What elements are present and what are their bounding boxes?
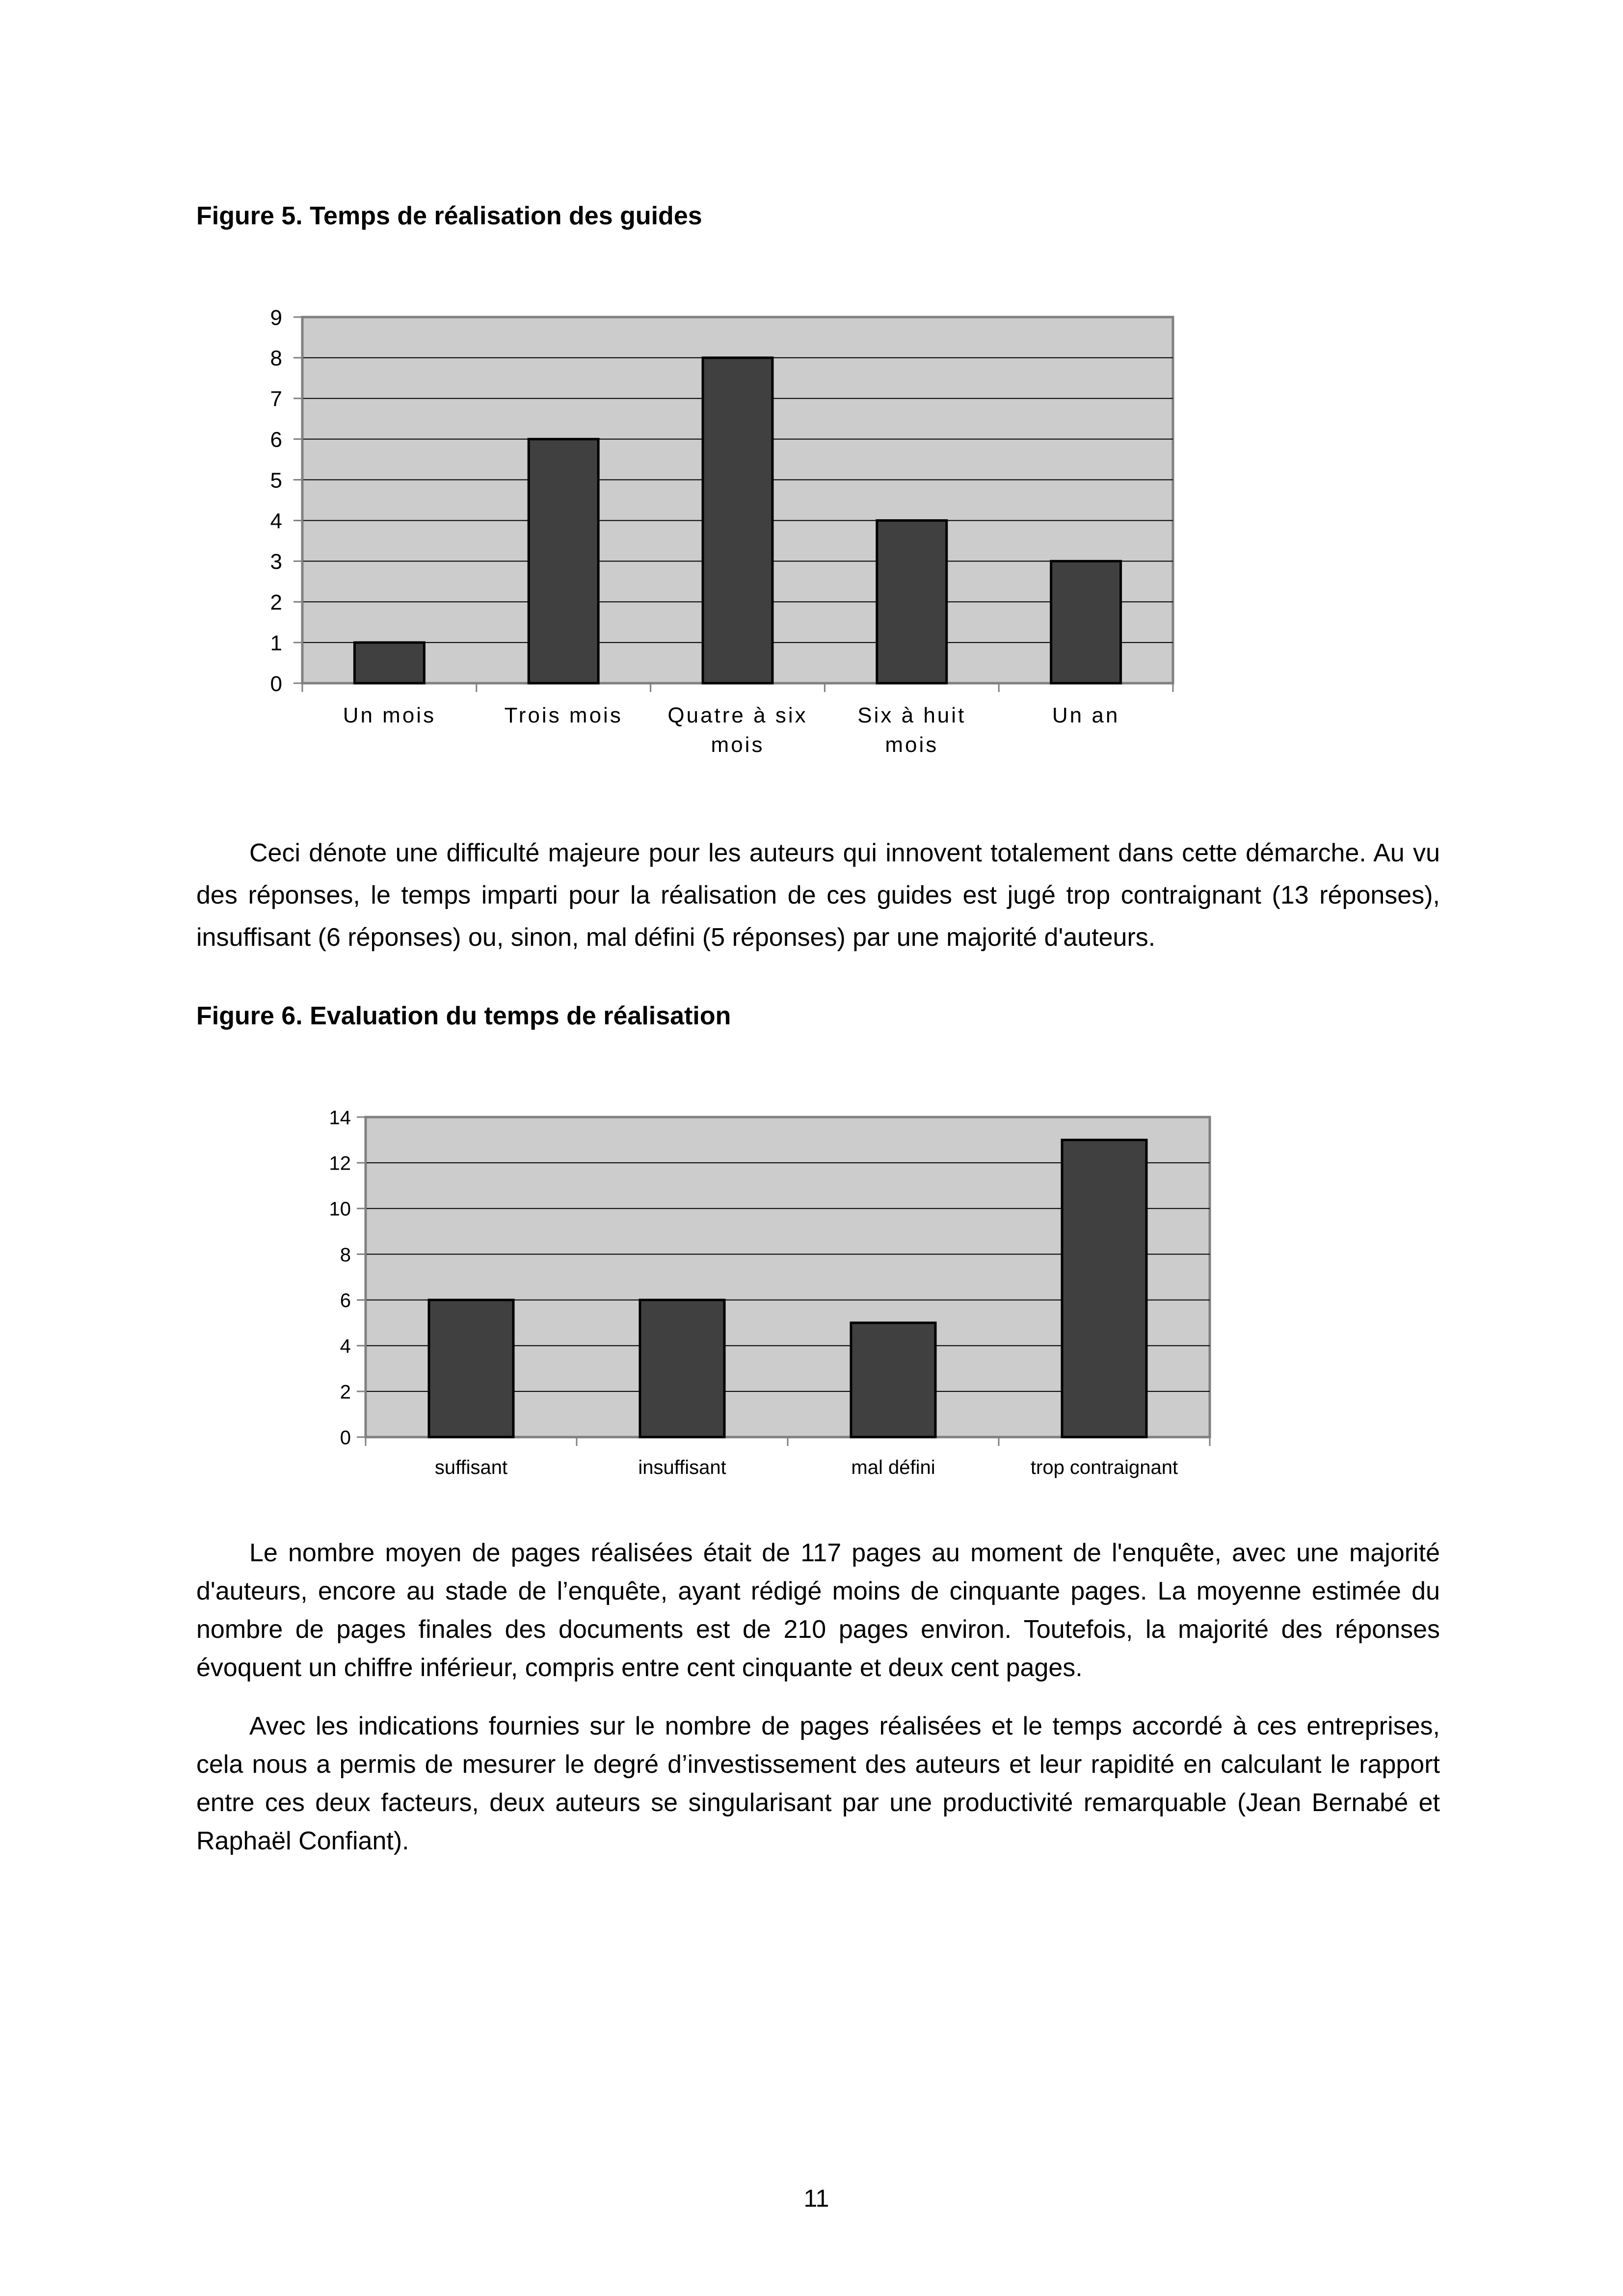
bar-Un-an <box>1050 560 1122 685</box>
paragraph-2: Le nombre moyen de pages réalisées était… <box>196 1539 1440 1682</box>
bar-Trois-mois <box>527 438 600 685</box>
y-tick-label: 0 <box>270 672 282 696</box>
y-tick-label: 4 <box>270 509 282 533</box>
y-tick-label: 10 <box>329 1199 351 1220</box>
x-tick-label: mois <box>711 733 765 757</box>
y-tick-label: 14 <box>329 1107 351 1128</box>
paragraph-3: Avec les indications fournies sur le nom… <box>196 1712 1440 1855</box>
x-tick-label: trop contraignant <box>1031 1457 1178 1478</box>
y-tick-label: 8 <box>340 1244 351 1266</box>
bar-Un-mois <box>353 641 426 685</box>
y-tick-label: 6 <box>270 428 282 452</box>
x-tick-label: Six à huit <box>857 703 966 727</box>
bar-suffisant <box>427 1299 515 1439</box>
y-tick-label: 7 <box>270 387 282 411</box>
figure-6-title: Figure 6. Evaluation du temps de réalisa… <box>196 1002 731 1030</box>
x-tick-label: mois <box>885 733 938 757</box>
paragraph-1: Ceci dénote une difficulté majeure pour … <box>196 839 1440 952</box>
x-tick-label: Un mois <box>343 703 436 727</box>
bar-trop-contraignant <box>1061 1139 1148 1439</box>
x-tick-label: Trois mois <box>505 703 623 727</box>
y-tick-label: 0 <box>340 1427 351 1448</box>
y-tick-label: 1 <box>270 631 282 655</box>
bar-Six-à-huit-mois <box>876 519 948 685</box>
y-tick-label: 5 <box>270 468 282 492</box>
y-tick-label: 2 <box>340 1381 351 1403</box>
y-tick-label: 12 <box>329 1153 351 1175</box>
y-tick-label: 3 <box>270 550 282 574</box>
x-tick-label: insuffisant <box>638 1457 726 1478</box>
page-number: 11 <box>803 2185 829 2212</box>
bar-mal-défini <box>850 1321 937 1439</box>
figure-5-title: Figure 5. Temps de réalisation des guide… <box>196 202 702 230</box>
y-tick-label: 8 <box>270 347 282 371</box>
x-tick-label: Un an <box>1052 703 1119 727</box>
bar-Quatre-à-six-mois <box>701 356 774 685</box>
x-tick-label: mal défini <box>851 1457 935 1478</box>
y-tick-label: 9 <box>270 306 282 330</box>
x-tick-label: suffisant <box>435 1457 507 1478</box>
x-tick-label: Quatre à six <box>667 703 807 727</box>
y-tick-label: 4 <box>340 1335 351 1357</box>
bar-insuffisant <box>639 1299 726 1439</box>
y-tick-label: 6 <box>340 1290 351 1311</box>
y-tick-label: 2 <box>270 590 282 614</box>
